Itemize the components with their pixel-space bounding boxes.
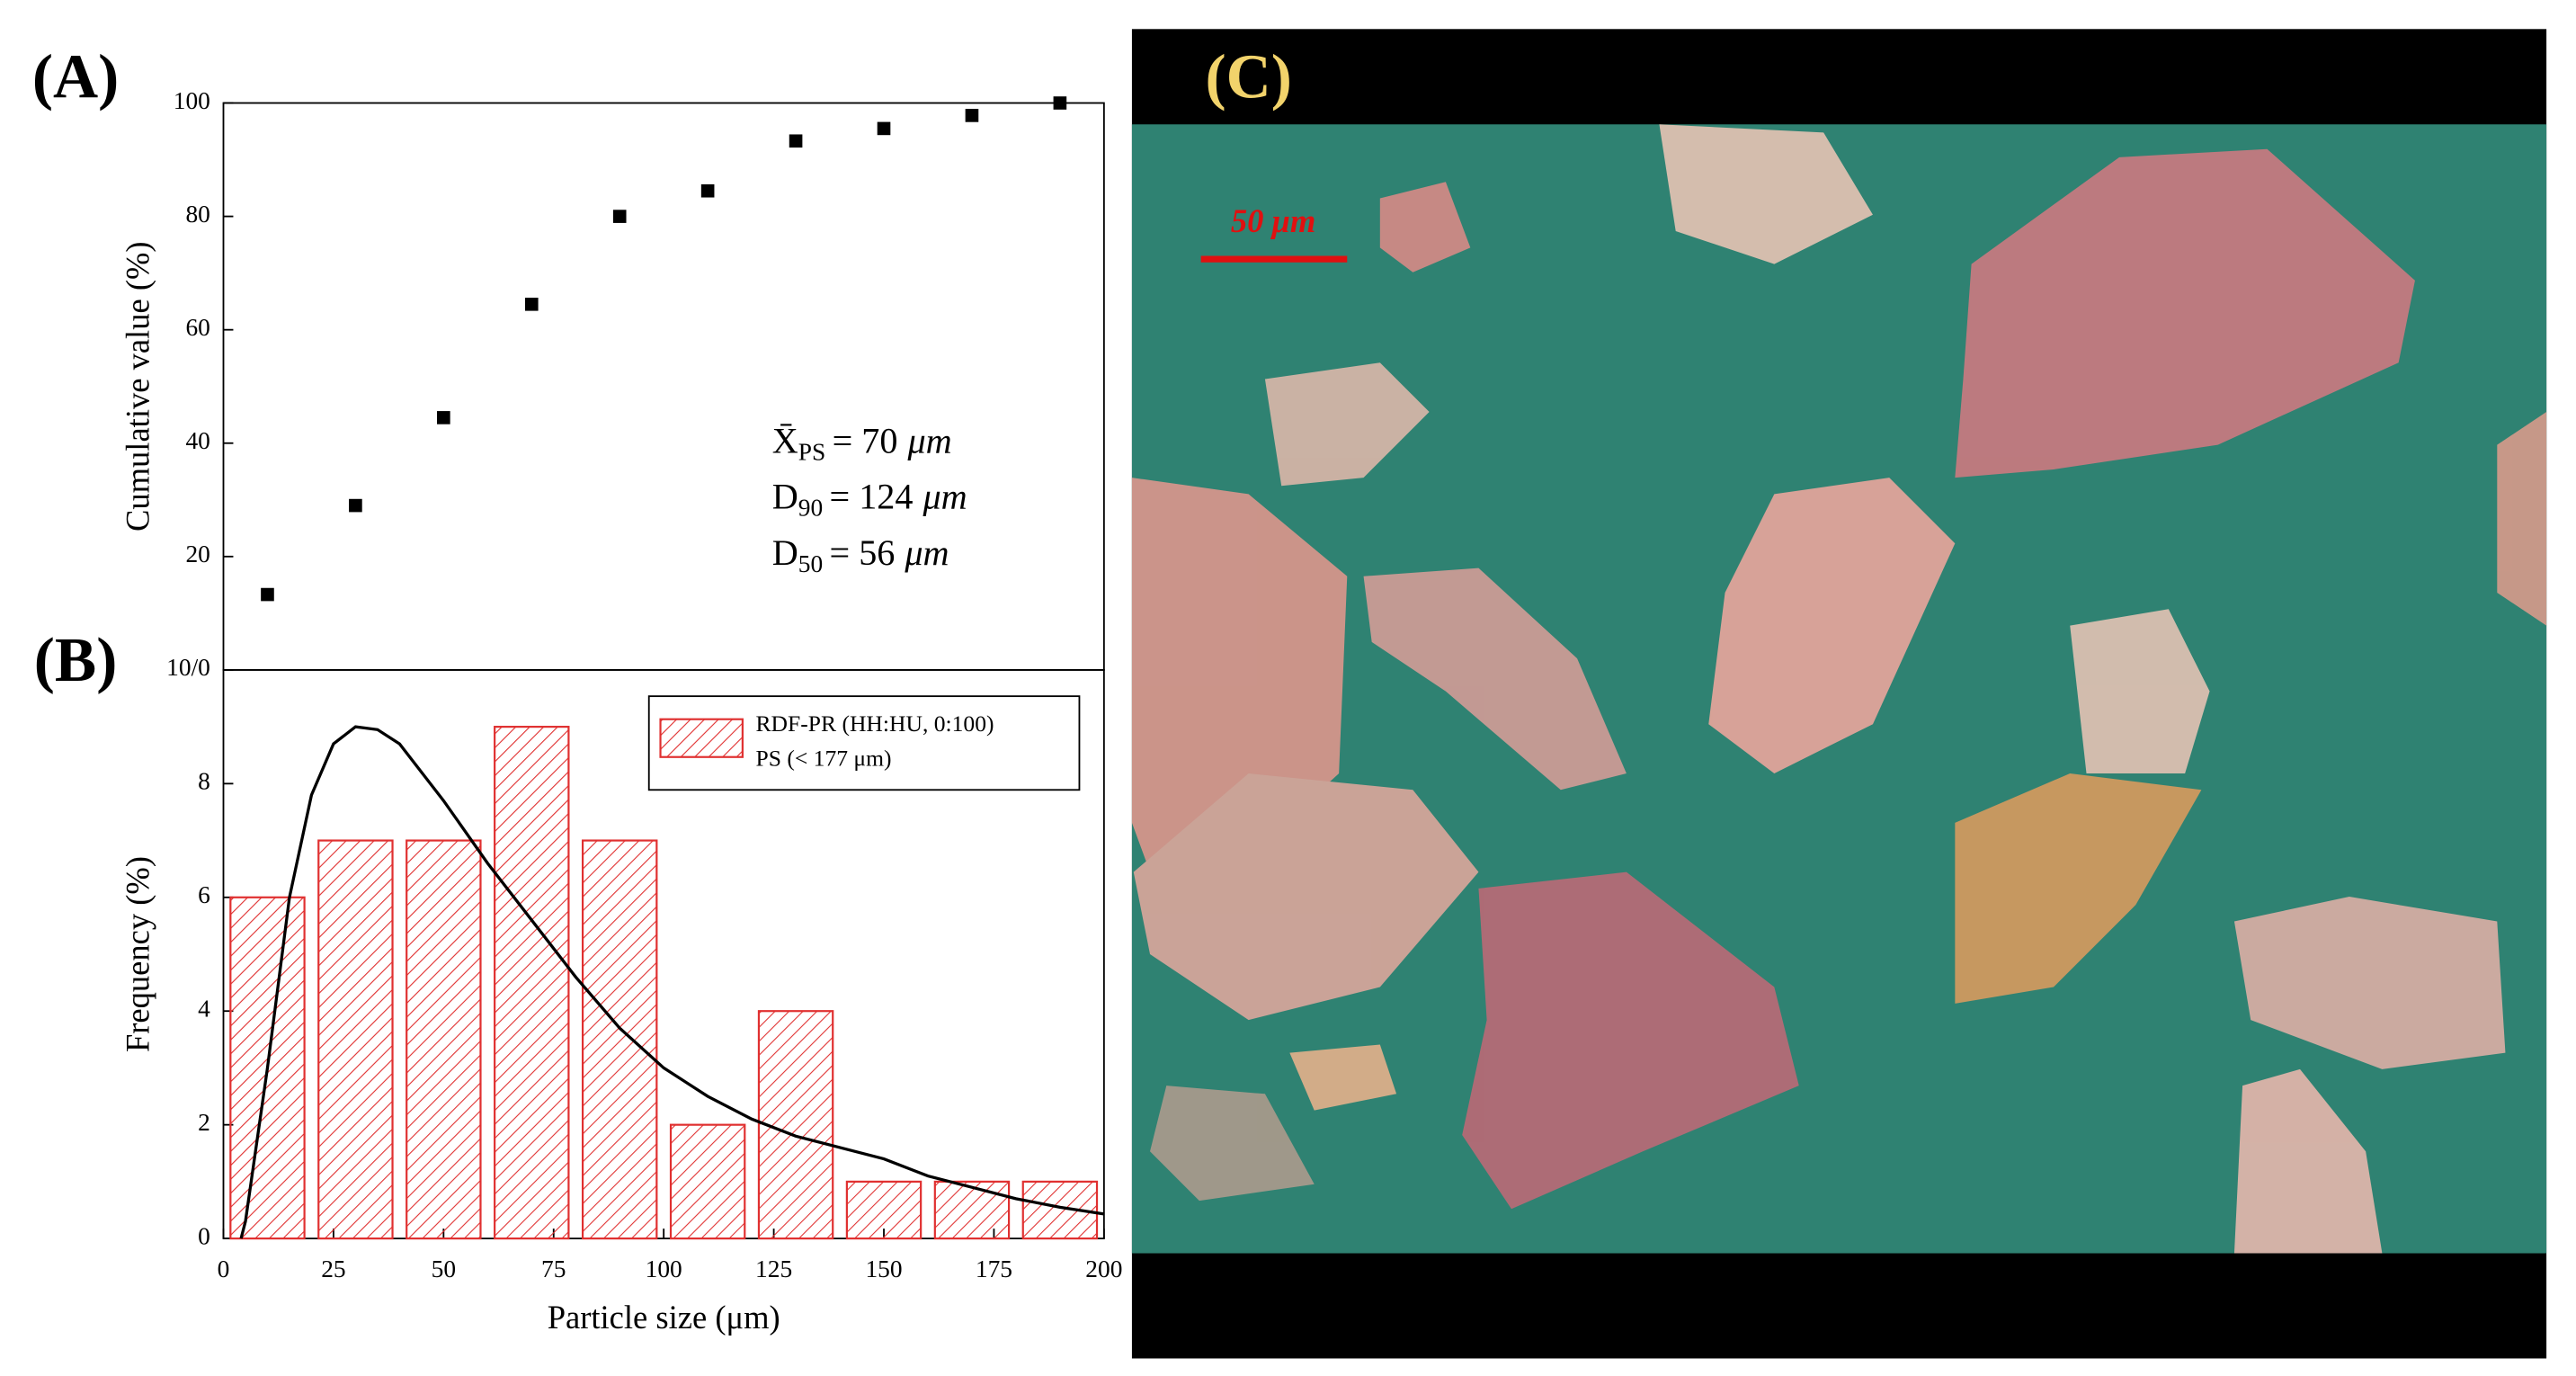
bar xyxy=(581,839,658,1240)
x-tick-label: 0 xyxy=(218,1255,230,1282)
annotation-symbol: D xyxy=(772,532,798,573)
particle xyxy=(1379,182,1471,273)
annotation-value: = 124 xyxy=(829,477,913,517)
x-tick-label: 175 xyxy=(976,1255,1012,1282)
x-tick-label: 75 xyxy=(541,1255,566,1282)
particle xyxy=(1363,567,1627,791)
x-tick-label: 100 xyxy=(646,1255,682,1282)
bar xyxy=(669,1123,746,1240)
annotation-unit: μm xyxy=(904,532,949,573)
y-tick-label: 80 xyxy=(185,201,209,228)
annotation-unit: μm xyxy=(906,421,951,461)
particle xyxy=(1131,478,1348,872)
particle xyxy=(1462,871,1799,1210)
scale-bar-label: 50 μm xyxy=(1231,202,1315,239)
particle xyxy=(2233,1068,2383,1254)
fit-curve xyxy=(239,725,1105,1239)
bar xyxy=(757,1010,834,1240)
bar xyxy=(317,839,394,1240)
particle xyxy=(1133,773,1479,1021)
particles xyxy=(1131,124,2547,1254)
y-tick-label: 40 xyxy=(185,427,209,454)
point xyxy=(1053,96,1067,110)
panel-label: (A) xyxy=(32,43,119,112)
bar xyxy=(406,839,482,1240)
panel-label: (B) xyxy=(34,626,118,695)
x-tick-label: 25 xyxy=(321,1255,345,1282)
point xyxy=(877,121,891,136)
particle xyxy=(1150,1086,1315,1202)
point xyxy=(700,183,715,198)
particle xyxy=(1955,773,2202,1004)
annotation: D50 = 56 μm xyxy=(772,532,949,577)
annotation-value: = 56 xyxy=(829,532,895,573)
point xyxy=(349,498,362,513)
point xyxy=(612,210,627,223)
particle xyxy=(1289,1044,1397,1111)
bar xyxy=(933,1180,1011,1240)
annotation-unit: μm xyxy=(922,477,967,517)
y-tick-label: 20 xyxy=(185,541,209,567)
particle xyxy=(1955,148,2415,478)
point xyxy=(965,109,979,122)
y-tick-label: 8 xyxy=(198,768,210,795)
annotation-symbol: D xyxy=(772,477,798,517)
particle xyxy=(2070,609,2210,774)
panel-label: (C) xyxy=(1205,43,1291,112)
x-axis-label: Particle size (μm) xyxy=(548,1299,780,1336)
y-tick-label: 60 xyxy=(185,314,209,341)
annotation-subscript: 50 xyxy=(798,550,823,577)
annotation: D90 = 124 μm xyxy=(772,477,967,522)
x-tick-label: 200 xyxy=(1085,1255,1122,1282)
annotation-subscript: 90 xyxy=(798,495,823,522)
bar xyxy=(494,726,570,1240)
particle xyxy=(1264,362,1430,487)
legend-label: RDF-PR (HH:HU, 0:100) xyxy=(755,710,994,737)
x-tick-label: 150 xyxy=(865,1255,902,1282)
bar xyxy=(845,1180,923,1240)
x-tick-label: 125 xyxy=(755,1255,792,1282)
y-tick-label: 10/0 xyxy=(166,654,210,681)
y-axis-label: Cumulative value (%) xyxy=(120,241,156,532)
y-tick-label: 2 xyxy=(198,1109,210,1136)
annotation-subscript: PS xyxy=(798,439,825,466)
y-tick-label: 6 xyxy=(198,881,210,908)
annotation-value: = 70 xyxy=(833,421,898,461)
legend-swatch xyxy=(659,718,744,758)
x-tick-label: 50 xyxy=(432,1255,456,1282)
particle xyxy=(1659,124,1873,264)
particle xyxy=(1708,478,1956,774)
annotation-symbol: X̄ xyxy=(772,421,798,461)
particle xyxy=(2233,897,2506,1069)
y-tick-label: 4 xyxy=(198,996,210,1023)
point xyxy=(789,134,803,148)
point xyxy=(524,298,539,311)
legend-label: PS (< 177 μm) xyxy=(755,745,891,771)
annotation: X̄PS = 70 μm xyxy=(772,421,952,466)
point xyxy=(261,587,274,602)
y-axis-label: Frequency (%) xyxy=(120,856,156,1052)
micrograph: 50 μm (C) xyxy=(1131,29,2547,1359)
y-tick-label: 100 xyxy=(174,87,210,114)
y-tick-label: 0 xyxy=(198,1222,210,1249)
point xyxy=(437,411,450,424)
particle xyxy=(2497,412,2547,626)
